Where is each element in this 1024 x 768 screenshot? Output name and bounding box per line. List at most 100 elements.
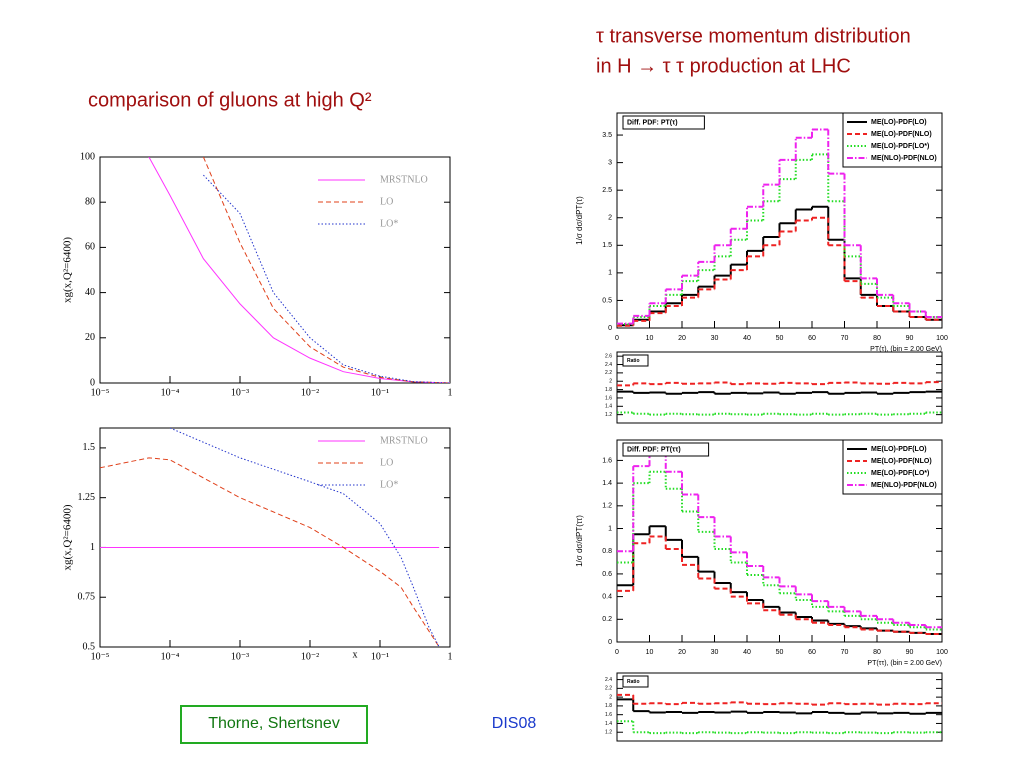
y-tick-label: 20	[85, 332, 95, 343]
step-riser	[632, 721, 927, 734]
legend-label: ME(NLO)-PDF(NLO)	[871, 155, 937, 162]
y-tick-label: 0.6	[602, 571, 612, 578]
plot-area	[617, 381, 942, 416]
x-tick-label: 60	[808, 649, 816, 656]
x-tick-label: 100	[936, 649, 948, 656]
y-axis-label: xg(x,Q²=6400)	[62, 237, 74, 303]
y-tick-label: 100	[80, 151, 95, 162]
step-riser	[632, 391, 927, 394]
y-tick-label: 60	[85, 242, 95, 253]
y-tick-label: 80	[85, 196, 95, 207]
x-tick-label: 10⁻³	[231, 651, 249, 662]
title-box	[622, 354, 649, 367]
y-tick-label: 1	[608, 525, 612, 532]
author-box	[180, 705, 368, 744]
data-line	[100, 457, 440, 647]
y-tick-label: 0	[608, 639, 612, 646]
x-tick-label: 90	[906, 649, 914, 656]
x-tick-label: 0	[615, 335, 619, 342]
x-tick-label: 80	[873, 335, 881, 342]
y-tick-label: 1.2	[602, 503, 612, 510]
y-tick-label: 0.75	[78, 592, 96, 603]
x-tick-label: 40	[743, 649, 751, 656]
legend-label: ME(LO)-PDF(LO)	[871, 119, 927, 126]
chart: 0.5 0.75 1 1.25 1.5 10⁻⁵ 10⁻⁴ 10⁻³ 10⁻² 10⁻¹ 1 xg(x…	[62, 427, 453, 662]
y-tick-label: 2.6	[605, 354, 612, 360]
chart: 0 20 40 60 80 100 10⁻⁵ 10⁻⁴ 10⁻³ 10⁻² 10⁻¹ 1 xg(x,Q²…	[62, 151, 453, 398]
title-box	[622, 675, 649, 688]
x-tick-label: 10	[646, 335, 654, 342]
x-tick-label: 50	[776, 335, 784, 342]
title-box	[622, 115, 705, 130]
x-tick-label: 10	[646, 649, 654, 656]
y-tick-label: 2.2	[605, 686, 612, 692]
y-tick-label: 2.2	[605, 370, 612, 376]
y-tick-label: 1.6	[605, 712, 612, 718]
step-riser	[632, 536, 927, 635]
y-tick-label: 0.5	[602, 297, 612, 304]
legend-label: MRSTNLO	[380, 435, 428, 446]
y-tick-label: 3.5	[602, 132, 612, 139]
x-axis-label: PT(ττ), (bin = 2.00 GeV)	[867, 660, 942, 667]
y-tick-label: 1.2	[605, 412, 612, 418]
chart: 0 0.2 0.4 0.6 0.8 1 1.2 1.4 1.6 0 10 20 30 40 50 60 70 80…	[575, 439, 948, 667]
y-tick-label: 2	[609, 379, 612, 385]
chart-title: Diff. PDF: PT(τ)	[627, 119, 678, 126]
x-tick-label: 10⁻⁴	[161, 387, 180, 398]
x-axis-label: PT(τ), (bin = 2.00 GeV)	[870, 346, 942, 353]
y-tick-label: 0.5	[83, 641, 96, 652]
y-tick-label: 3	[608, 159, 612, 166]
step-riser	[632, 129, 927, 324]
y-tick-label: 1.4	[605, 404, 612, 410]
legend-label: ME(LO)-PDF(NLO)	[871, 458, 932, 465]
plot-frame	[99, 156, 451, 384]
conference: DIS08	[492, 715, 537, 732]
x-tick-label: 0	[615, 649, 619, 656]
step-riser	[632, 694, 927, 705]
plot-area	[100, 428, 440, 647]
x-tick-label: 40	[743, 335, 751, 342]
x-tick-label: 10⁻¹	[371, 651, 389, 662]
y-tick-label: 0.4	[602, 593, 612, 600]
legend-label: MRSTNLO	[380, 174, 428, 185]
x-tick-label: 70	[841, 649, 849, 656]
y-tick-label: 2.5	[602, 187, 612, 194]
y-tick-label: 1.8	[605, 703, 612, 709]
title: comparison of gluons at high Q²	[88, 89, 372, 111]
y-tick-label: 0.2	[602, 616, 612, 623]
chart-title: Diff. PDF: PT(ττ)	[627, 446, 681, 453]
legend-label: LO*	[380, 218, 398, 229]
plot-frame	[616, 351, 943, 424]
step-riser	[632, 412, 927, 415]
legend-label: LO	[380, 196, 393, 207]
legend-label: ME(LO)-PDF(NLO)	[871, 131, 932, 138]
data-line	[169, 428, 440, 647]
chart: 0 0.5 1 1.5 2 2.5 3 3.5 0 10 20 30 40 50 60 70 80 90 100 1/…	[575, 112, 948, 353]
y-tick-label: 1.4	[602, 480, 612, 487]
y-tick-label: 2	[608, 215, 612, 222]
chart: 1.2 1.4 1.6 1.8 2 2.2 2.4 2.6 Ratio	[605, 351, 943, 424]
x-tick-label: 20	[678, 649, 686, 656]
y-tick-label: 2.4	[605, 362, 612, 368]
y-tick-label: 1.5	[602, 242, 612, 249]
x-tick-label: 10⁻¹	[371, 387, 389, 398]
chart-title: Ratio	[627, 358, 640, 364]
y-tick-label: 1.4	[605, 721, 612, 727]
x-axis-label: x	[353, 649, 358, 660]
x-tick-label: 30	[711, 649, 719, 656]
data-line	[202, 157, 450, 383]
legend-label: LO	[380, 457, 393, 468]
x-tick-label: 30	[711, 335, 719, 342]
y-tick-label: 2.4	[605, 677, 612, 683]
title: in H → τ τ production at LHC	[596, 55, 851, 77]
authors: Thorne, Shertsnev	[208, 715, 340, 732]
plot-area	[617, 693, 942, 735]
plot-area	[617, 450, 942, 636]
legend-label: ME(LO)-PDF(LO*)	[871, 143, 929, 150]
y-tick-label: 1.25	[78, 492, 96, 503]
step-riser	[632, 451, 927, 628]
x-tick-label: 1	[448, 387, 453, 398]
y-tick-label: 0	[90, 377, 95, 388]
